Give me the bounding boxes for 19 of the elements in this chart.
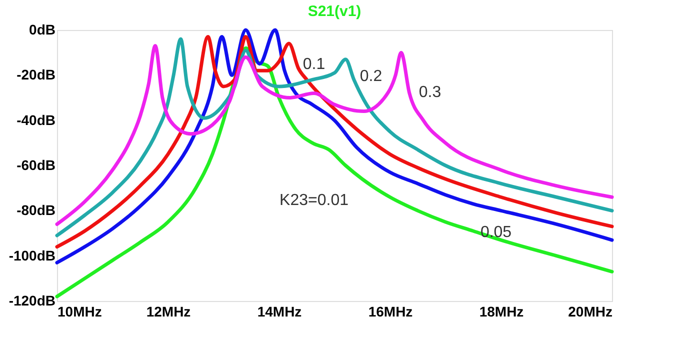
- annotation: 0.2: [360, 68, 382, 85]
- x-tick-label: 18MHz: [479, 304, 524, 320]
- annotation: 0.1: [302, 56, 326, 73]
- annotation: K23=0.01: [280, 192, 349, 209]
- x-tick-label: 14MHz: [257, 304, 302, 320]
- annotation: 0.05: [480, 224, 512, 241]
- y-tick-label: -80dB: [16, 202, 56, 218]
- y-tick-label: -100dB: [8, 247, 56, 264]
- x-tick-label: 10MHz: [58, 304, 102, 320]
- y-tick-label: -60dB: [16, 157, 56, 173]
- x-tick-label: 12MHz: [146, 304, 191, 320]
- annotation: 0.3: [418, 84, 442, 101]
- y-tick-label: -20dB: [16, 66, 56, 83]
- y-tick-label: -40dB: [16, 112, 56, 128]
- y-tick-label: 0dB: [29, 22, 56, 38]
- x-tick-label: 20MHz: [568, 304, 612, 320]
- chart-title: S21(v1): [308, 3, 362, 20]
- x-tick-label: 16MHz: [368, 304, 413, 320]
- y-tick-label: -120dB: [8, 292, 56, 308]
